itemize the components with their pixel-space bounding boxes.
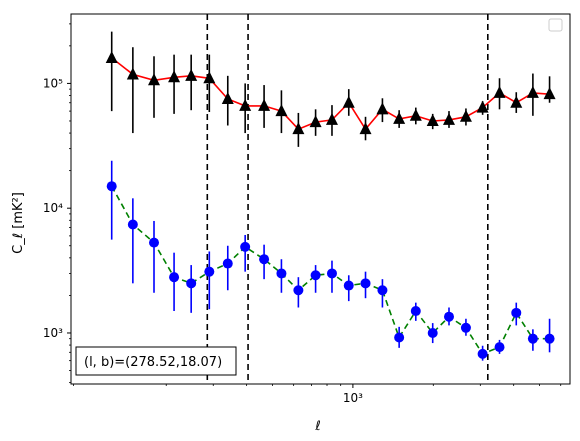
series-1-point: [203, 71, 216, 84]
annotation-box: [75, 346, 237, 376]
series-2-point: [410, 306, 421, 317]
series-2-point: [477, 348, 488, 359]
series-2-point: [240, 241, 251, 252]
series-2-point: [394, 332, 405, 343]
y-tick-label: 10³: [43, 326, 63, 340]
series-1-point: [292, 122, 305, 135]
y-tick-label: 10⁵: [43, 76, 63, 90]
series-2-point: [326, 268, 337, 279]
series-2-point: [460, 322, 471, 333]
series-1-point: [510, 95, 523, 108]
series-1-point: [105, 50, 118, 63]
series-2-point: [149, 237, 160, 248]
legend-box: [548, 18, 563, 32]
series-1-point: [325, 112, 338, 125]
series-1-point: [342, 95, 355, 108]
series-2-point: [169, 272, 180, 283]
series-1-point: [493, 85, 506, 98]
series-1-point: [185, 68, 198, 81]
series-2-point: [511, 307, 522, 318]
annotation-text: (l, b)=(278.52,18.07): [84, 355, 222, 370]
series-1-point: [275, 104, 288, 117]
series-1-point: [309, 115, 322, 128]
series-2-point: [127, 219, 138, 230]
y-axis-label: C_ℓ [mK²]: [11, 192, 26, 254]
series-1-point: [126, 67, 139, 80]
series-1-point: [221, 92, 234, 105]
series-1-point: [459, 109, 472, 122]
x-tick-label: 10³: [343, 391, 363, 405]
series-2-point: [222, 258, 233, 269]
series-2-point: [360, 278, 371, 289]
series-2-point: [106, 181, 117, 192]
series-1-point: [526, 85, 539, 98]
series-2-point: [494, 342, 505, 353]
series-1-point: [239, 98, 252, 111]
axes-frame: [70, 13, 571, 385]
series-1-point: [409, 108, 422, 121]
series-2-point: [204, 266, 215, 277]
series-2-point: [186, 278, 197, 289]
annotation: (l, b)=(278.52,18.07): [75, 346, 237, 376]
series-2-point: [527, 333, 538, 344]
series-1-point: [168, 70, 181, 83]
series-1-point: [426, 113, 439, 126]
series-1-point: [476, 100, 489, 113]
series-2-point: [276, 268, 287, 279]
series-2-point: [293, 285, 304, 296]
series-2-point: [259, 254, 270, 265]
series-1-point: [376, 102, 389, 115]
series-1-point: [148, 73, 161, 86]
series-1-point: [543, 87, 556, 100]
series-2-point: [377, 285, 388, 296]
series-2-point: [310, 270, 321, 281]
series-1-point: [258, 98, 271, 111]
series-1-point: [393, 111, 406, 124]
x-axis-label: ℓ: [314, 419, 320, 434]
series-2-point: [427, 327, 438, 338]
series-1-point: [442, 112, 455, 125]
series-2-point: [544, 333, 555, 344]
series-2-point: [443, 311, 454, 322]
series-1-point: [359, 122, 372, 135]
y-tick-label: 10⁴: [43, 201, 63, 215]
plot-area: [105, 14, 556, 384]
axes: 10³ 10⁴ 10⁵ 10³: [43, 13, 571, 405]
series-2-point: [343, 280, 354, 291]
